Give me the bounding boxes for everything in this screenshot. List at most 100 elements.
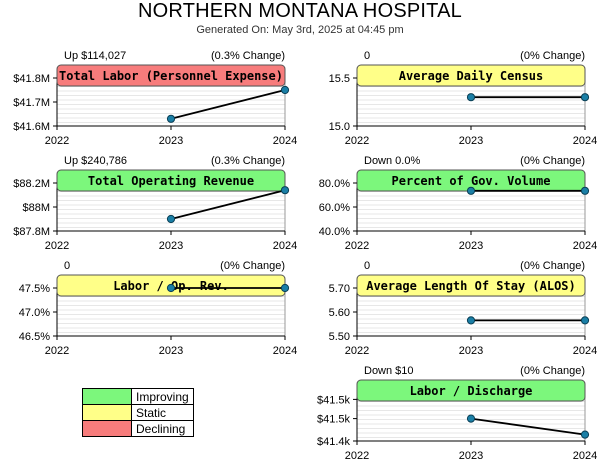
- chart-title: Total Operating Revenue: [88, 174, 254, 188]
- x-tick-label: 2023: [159, 135, 183, 147]
- y-tick-label: $41.4k: [317, 436, 351, 448]
- x-tick-label: 2024: [273, 345, 297, 357]
- y-tick-label: 80.0%: [319, 178, 350, 190]
- legend: Improving Static Declining: [82, 388, 194, 437]
- x-tick-label: 2023: [459, 240, 483, 252]
- y-tick-label: 40.0%: [319, 226, 350, 238]
- data-point: [166, 114, 176, 123]
- data-point: [466, 186, 476, 195]
- x-tick-label: 2023: [459, 135, 483, 147]
- legend-swatch-improving: [82, 388, 132, 405]
- legend-swatch-static: [82, 404, 132, 421]
- pct-change-text: (0% Change): [520, 260, 585, 272]
- chart-title: Labor / Discharge: [410, 384, 533, 398]
- change-text: Down 0.0%: [364, 155, 420, 167]
- data-point: [466, 414, 476, 423]
- chart-title: Total Labor (Personnel Expense): [59, 69, 283, 83]
- x-tick-label: 2024: [273, 240, 297, 252]
- x-tick-label: 2022: [45, 135, 69, 147]
- y-tick-label: $88.2M: [13, 178, 50, 190]
- x-tick-label: 2022: [345, 345, 369, 357]
- chart-2: 0 (0% Change) Average Daily Census 15.0 15.5…: [329, 50, 598, 147]
- y-tick-label: $41.8M: [13, 73, 50, 85]
- pct-change-text: (0% Change): [220, 260, 285, 272]
- y-tick-label: $41.5k: [317, 414, 351, 426]
- chart-title: Percent of Gov. Volume: [392, 174, 551, 188]
- pct-change-text: (0% Change): [520, 155, 585, 167]
- y-tick-label: $88M: [22, 202, 50, 214]
- x-tick-label: 2022: [345, 135, 369, 147]
- y-tick-label: $41.6M: [13, 121, 50, 133]
- data-point: [466, 93, 476, 102]
- data-point: [580, 430, 590, 439]
- chart-title: Average Length Of Stay (ALOS): [366, 279, 576, 293]
- x-tick-label: 2024: [273, 135, 297, 147]
- change-text: 0: [364, 260, 370, 272]
- report-title: NORTHERN MONTANA HOSPITAL: [138, 0, 462, 22]
- data-point: [166, 283, 176, 293]
- y-tick-label: 60.0%: [319, 202, 350, 214]
- y-tick-label: $41.7M: [13, 97, 50, 109]
- x-tick-label: 2024: [573, 450, 597, 462]
- legend-row-static: Static: [82, 404, 194, 421]
- y-tick-label: 5.50: [329, 331, 350, 343]
- chart-title: Average Daily Census: [399, 69, 544, 83]
- pct-change-text: (0% Change): [520, 50, 585, 62]
- chart-3: Up $240,786 (0.3% Change) Total Operating …: [13, 155, 297, 252]
- y-tick-label: $87.8M: [13, 226, 50, 238]
- report-subtitle: Generated On: May 3rd, 2025 at 04:45 pm: [196, 24, 404, 36]
- legend-swatch-declining: [82, 420, 132, 437]
- x-tick-label: 2022: [345, 450, 369, 462]
- pct-change-text: (0.3% Change): [211, 155, 285, 167]
- y-tick-label: 15.5: [329, 73, 350, 85]
- change-text: 0: [364, 50, 370, 62]
- x-tick-label: 2023: [459, 345, 483, 357]
- chart-title-banner: [356, 379, 586, 402]
- x-tick-label: 2024: [573, 345, 597, 357]
- data-point: [580, 93, 590, 102]
- x-tick-label: 2022: [345, 240, 369, 252]
- data-point: [280, 283, 290, 293]
- x-tick-label: 2022: [45, 240, 69, 252]
- data-point: [280, 85, 290, 95]
- change-text: Up $114,027: [64, 50, 126, 62]
- data-point: [466, 316, 476, 325]
- y-tick-label: 15.0: [329, 121, 350, 133]
- chart-5: 0 (0% Change)Labor / Op. Rev.46.5%47.0%47…: [19, 260, 297, 357]
- chart-4: Down 0.0% (0% Change) Percent of Gov. Volu…: [319, 155, 597, 252]
- chart-6: 0 (0% Change) Average Length Of Stay (ALOS…: [329, 260, 598, 357]
- chart-7: Down $10 (0% Change) Labor / Discharge $41.…: [317, 365, 597, 462]
- change-text: Up $240,786: [64, 155, 127, 167]
- pct-change-text: (0% Change): [520, 365, 585, 377]
- legend-label-declining: Declining: [131, 420, 194, 437]
- legend-label-static: Static: [131, 404, 194, 421]
- pct-change-text: (0.3% Change): [211, 50, 285, 62]
- legend-row-improving: Improving: [82, 388, 194, 405]
- y-tick-label: 47.5%: [19, 283, 50, 295]
- x-tick-label: 2023: [159, 345, 183, 357]
- series-line: [170, 89, 286, 120]
- chart-1: Up $114,027 (0.3% Change) Total Labor (Per…: [13, 50, 297, 147]
- x-tick-label: 2022: [45, 345, 69, 357]
- y-tick-label: 47.0%: [19, 307, 50, 319]
- x-tick-label: 2024: [573, 135, 597, 147]
- change-text: Down $10: [364, 365, 414, 377]
- chart-title-banner: [56, 64, 286, 87]
- x-tick-label: 2023: [159, 240, 183, 252]
- data-point: [580, 316, 590, 325]
- data-point: [580, 186, 590, 195]
- chart-title-banner: [356, 274, 586, 297]
- y-tick-label: 5.60: [329, 307, 350, 319]
- x-tick-label: 2024: [573, 240, 597, 252]
- y-tick-label: 46.5%: [19, 331, 50, 343]
- chart-title-banner: [356, 64, 586, 87]
- y-tick-label: 5.70: [329, 283, 350, 295]
- series-line: [170, 189, 286, 220]
- data-point: [280, 186, 290, 195]
- legend-label-improving: Improving: [131, 388, 194, 405]
- y-tick-label: $41.5k: [317, 394, 351, 406]
- legend-row-declining: Declining: [82, 420, 194, 437]
- change-text: 0: [64, 260, 70, 272]
- x-tick-label: 2023: [459, 450, 483, 462]
